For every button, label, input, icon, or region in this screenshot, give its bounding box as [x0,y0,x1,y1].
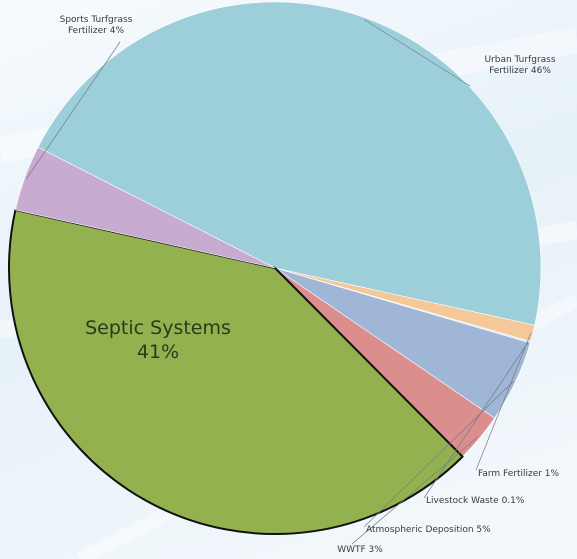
leader-line-atmospheric-deposition [363,380,514,528]
slice-label-urban-turfgrass-fertilizer: Urban Turfgrass Fertilizer 46% [484,55,555,76]
slice-label-septic-systems: Septic Systems 41% [85,317,231,363]
slice-labels: Urban Turfgrass Fertilizer 46% Farm Fertil… [60,15,560,555]
slice-label-wwtf: WWTF 3% [337,545,383,555]
slice-label-line: Fertilizer 4% [68,26,125,36]
pie-slice-sports-turfgrass-fertilizer [15,146,276,269]
slice-label-line: Septic Systems [85,317,231,339]
slice-label-line: Fertilizer 46% [489,66,551,76]
slice-label-sports-turfgrass-fertilizer: Sports Turfgrass Fertilizer 4% [60,15,133,36]
slice-label-livestock-waste: Livestock Waste 0.1% [426,496,525,506]
slice-label-line: Farm Fertilizer 1% [478,469,560,479]
leader-line-farm-fertilizer [475,332,532,471]
leader-lines [26,19,532,545]
pie-slices [8,1,542,535]
slice-label-atmospheric-deposition: Atmospheric Deposition 5% [366,525,491,535]
slice-label-line: Atmospheric Deposition 5% [366,525,491,535]
slice-label-line: Livestock Waste 0.1% [426,496,525,506]
leader-line-urban-turfgrass-fertilizer [363,19,471,87]
slice-label-line: Urban Turfgrass [484,55,555,65]
slice-label-line: 41% [137,341,179,363]
leader-line-sports-turfgrass-fertilizer [26,41,121,179]
slice-label-farm-fertilizer: Farm Fertilizer 1% [478,469,560,479]
leader-line-wwtf [351,436,479,545]
slice-label-line: WWTF 3% [337,545,383,555]
leader-line-livestock-waste [423,341,529,499]
slice-label-line: Sports Turfgrass [60,15,133,25]
pie-slice-septic-systems [8,208,464,535]
